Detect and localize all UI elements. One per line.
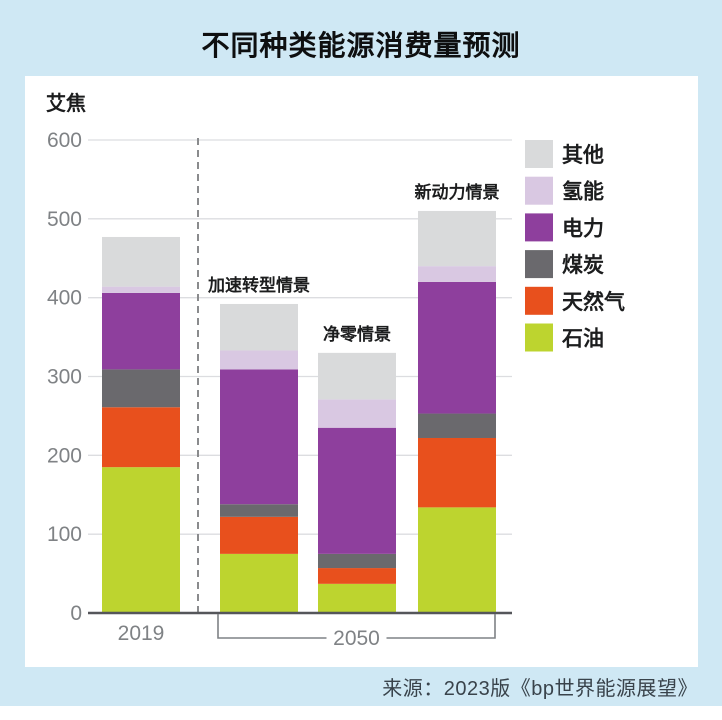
y-tick-label: 100 xyxy=(47,523,82,546)
y-tick-label: 400 xyxy=(47,287,82,310)
bar-segment xyxy=(318,352,396,400)
legend-label: 氢能 xyxy=(562,180,604,204)
legend-swatch xyxy=(525,250,553,279)
chart-panel: 艾焦 0 100 200 300 400 500 600 加速转型情景净零情景 新动力情景 201… xyxy=(25,76,698,667)
x-axis-label: 2050 xyxy=(333,627,380,650)
bar-segment xyxy=(220,553,298,613)
bar-segment xyxy=(102,407,180,468)
bar-segment xyxy=(220,504,298,517)
bar-segment xyxy=(318,399,396,428)
bar-segment xyxy=(220,303,298,351)
bar-segment xyxy=(102,236,180,287)
scenario-label: 新动力情景 xyxy=(415,182,500,202)
source-note: 来源：2023版《bp世界能源展望》 xyxy=(382,678,698,700)
bar-segment xyxy=(418,437,496,508)
chart-title: 不同种类能源消费量预测 xyxy=(201,30,521,61)
legend-label: 电力 xyxy=(562,217,604,240)
y-tick-label: 0 xyxy=(70,602,82,625)
bar-segment xyxy=(220,516,298,554)
bar-segment xyxy=(220,369,298,505)
bar-segment xyxy=(318,568,396,584)
bar-segment xyxy=(418,507,496,613)
legend-swatch xyxy=(525,286,553,315)
bar-segment xyxy=(418,210,496,267)
bar-segment xyxy=(318,553,396,569)
bar-segment xyxy=(102,467,180,613)
bar-segment xyxy=(220,350,298,370)
legend-swatch xyxy=(525,140,553,168)
y-tick-label: 200 xyxy=(47,444,82,467)
bar-segment xyxy=(102,369,180,408)
legend-label: 煤炭 xyxy=(562,253,604,277)
bar-segment xyxy=(418,266,496,282)
legend-label: 石油 xyxy=(561,328,604,351)
y-tick-label: 600 xyxy=(47,129,82,152)
x-axis-bracket xyxy=(217,614,496,639)
x-axis-label: 2019 xyxy=(118,622,165,645)
bar-segment xyxy=(418,413,496,438)
bar-segment xyxy=(318,583,396,613)
legend-label: 其他 xyxy=(562,143,604,167)
bar-segment xyxy=(418,281,496,414)
legend-label: 天然气 xyxy=(562,290,625,314)
legend-swatch xyxy=(525,323,553,352)
bar-segment xyxy=(102,292,180,370)
scenario-label: 加速转型情景 xyxy=(207,275,310,295)
y-tick-label: 500 xyxy=(47,208,82,231)
bar-segment xyxy=(102,286,180,293)
legend-swatch xyxy=(525,213,553,242)
legend-swatch xyxy=(525,176,553,205)
scenario-label: 净零情景 xyxy=(323,324,391,344)
unit-label: 艾焦 xyxy=(46,93,86,115)
bar-segment xyxy=(318,427,396,554)
y-tick-label: 300 xyxy=(47,366,82,389)
